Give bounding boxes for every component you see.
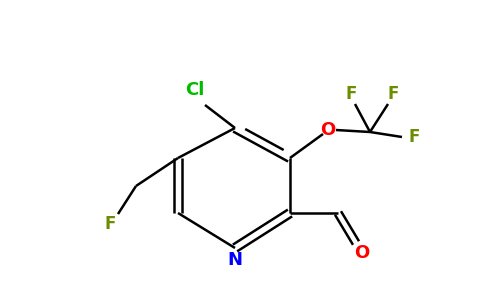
Text: F: F: [345, 85, 357, 103]
Text: N: N: [227, 251, 242, 269]
Text: Cl: Cl: [185, 81, 205, 99]
Text: O: O: [354, 244, 370, 262]
Text: O: O: [320, 121, 335, 139]
Text: F: F: [105, 215, 116, 233]
Text: F: F: [387, 85, 399, 103]
Text: F: F: [408, 128, 420, 146]
